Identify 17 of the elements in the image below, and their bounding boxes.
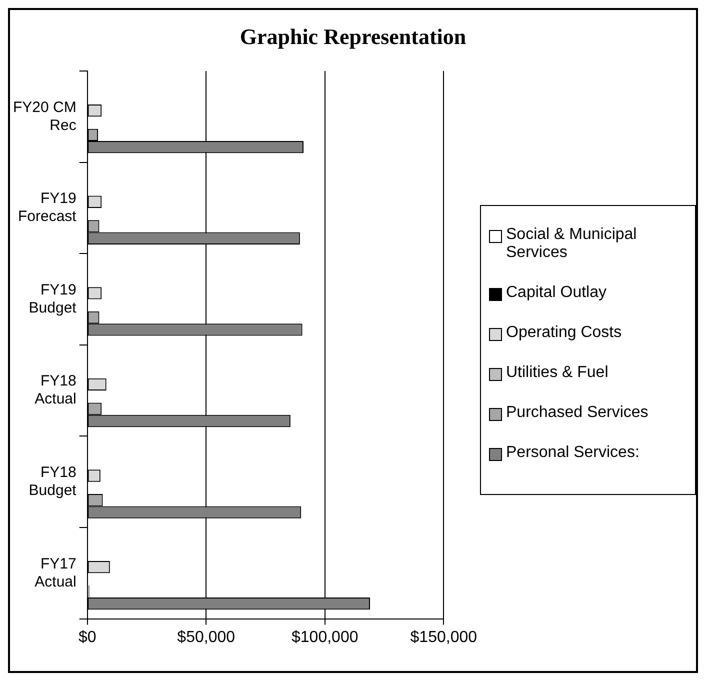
legend-label: Social & Municipal Services	[506, 226, 638, 262]
x-tick-label: $150,000	[410, 628, 478, 646]
legend-label: Purchased Services	[506, 404, 648, 422]
y-tick-label: FY20 CM Rec	[12, 98, 77, 134]
y-tick-label: FY19 Forecast	[18, 190, 78, 226]
legend-label: Utilities & Fuel	[506, 364, 608, 382]
x-tick-label: $50,000	[177, 628, 236, 646]
y-tick-label: FY19 Budget	[28, 281, 78, 316]
y-tick-label: FY17 Actual	[34, 555, 76, 590]
x-tick-label: $0	[78, 628, 96, 646]
legend-label: Personal Services:	[506, 444, 640, 462]
y-tick-label: FY18 Actual	[34, 372, 76, 408]
x-tick-label: $100,000	[292, 628, 358, 646]
y-tick-label: FY18 Budget	[28, 464, 78, 499]
legend-label: Operating Costs	[506, 324, 622, 342]
legend-label: Capital Outlay	[506, 284, 606, 302]
chart-title: Graphic Representation	[238, 24, 468, 50]
